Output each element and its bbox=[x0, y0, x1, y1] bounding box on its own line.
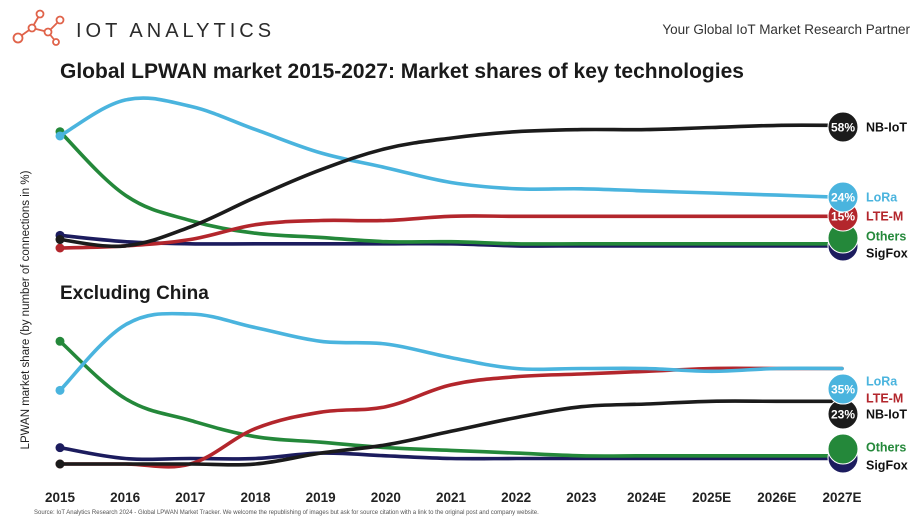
x-tick-label-2027e: 2027E bbox=[822, 490, 861, 505]
series-name-label-nb-iot-p0: NB-IoT bbox=[866, 120, 907, 134]
end-badge-lora-p0 bbox=[827, 181, 859, 213]
x-tick-label-2017: 2017 bbox=[175, 490, 205, 505]
end-value-label-nb-iot-p0: 58% bbox=[831, 120, 855, 134]
x-tick-label-2016: 2016 bbox=[110, 490, 141, 505]
molecule-logo-icon bbox=[12, 9, 65, 46]
x-tick-label-2024e: 2024E bbox=[627, 490, 666, 505]
x-tick-label-2023: 2023 bbox=[566, 490, 597, 505]
series-line-sigfox-p0 bbox=[58, 233, 844, 248]
series-start-point-sigfox-p1 bbox=[55, 443, 65, 453]
header: IOT ANALYTICS Your Global IoT Market Res… bbox=[0, 0, 920, 58]
end-value-label-lora-p0: 24% bbox=[831, 190, 855, 204]
series-name-label-lte-m-p1: LTE-M bbox=[866, 391, 903, 405]
end-value-label-nb-iot-p1: 23% bbox=[831, 407, 855, 421]
series-line-nb-iot-p1 bbox=[58, 399, 844, 467]
series-line-sigfox-p1 bbox=[58, 445, 844, 462]
x-axis: 2015 2016 2017 2018 2019 2020 2021 2022 2023 2024… bbox=[45, 490, 862, 505]
series-name-label-lora-p1: LoRa bbox=[866, 374, 898, 388]
series-name-label-lte-m-p0: LTE-M bbox=[866, 209, 903, 223]
end-badge-others-p1 bbox=[827, 433, 859, 465]
tagline: Your Global IoT Market Research Partner bbox=[662, 22, 910, 37]
series-line-others-p1 bbox=[58, 339, 844, 458]
x-tick-label-2019: 2019 bbox=[306, 490, 336, 505]
source-note: Source: IoT Analytics Research 2024 - Gl… bbox=[34, 510, 539, 516]
panel2-title: Excluding China bbox=[60, 283, 209, 304]
end-badge-nb-iot-p0 bbox=[827, 111, 859, 143]
x-tick-label-2022: 2022 bbox=[501, 490, 531, 505]
series-line-nb-iot-p0 bbox=[58, 123, 844, 249]
series-start-point-nb-iot-p0 bbox=[55, 235, 65, 245]
series-start-point-nb-iot-p1 bbox=[55, 459, 65, 469]
series-name-label-nb-iot-p1: NB-IoT bbox=[866, 407, 907, 421]
series-name-label-others-p1: Others bbox=[866, 440, 906, 454]
series-line-lora-p0 bbox=[58, 96, 844, 200]
series-name-label-others-p0: Others bbox=[866, 229, 906, 243]
series-start-point-lora-p1 bbox=[55, 385, 65, 395]
series-line-others-p0 bbox=[58, 129, 844, 246]
chart-title: Global LPWAN market 2015-2027: Market sh… bbox=[60, 60, 744, 83]
x-tick-label-2018: 2018 bbox=[240, 490, 271, 505]
x-tick-label-2021: 2021 bbox=[436, 490, 467, 505]
x-tick-label-2026e: 2026E bbox=[757, 490, 796, 505]
end-value-label-lora-p1: 35% bbox=[831, 382, 855, 396]
series-start-point-lte-m-p0 bbox=[55, 243, 65, 253]
series-line-lora-p1 bbox=[58, 311, 844, 393]
series-name-label-sigfox-p0: SigFox bbox=[866, 246, 908, 260]
x-tick-label-2020: 2020 bbox=[371, 490, 401, 505]
series-line-lte-m-p0 bbox=[58, 214, 844, 250]
brand-name: IOT ANALYTICS bbox=[76, 20, 276, 42]
series-start-point-others-p1 bbox=[55, 336, 65, 346]
end-value-label-lte-m-p0: 15% bbox=[831, 209, 855, 223]
x-tick-label-2025e: 2025E bbox=[692, 490, 731, 505]
series-name-label-lora-p0: LoRa bbox=[866, 190, 898, 204]
series-start-point-lora-p0 bbox=[55, 131, 65, 141]
series-name-label-sigfox-p1: SigFox bbox=[866, 458, 908, 472]
end-badge-lora-p1 bbox=[827, 373, 859, 405]
x-tick-label-2015: 2015 bbox=[45, 490, 76, 505]
